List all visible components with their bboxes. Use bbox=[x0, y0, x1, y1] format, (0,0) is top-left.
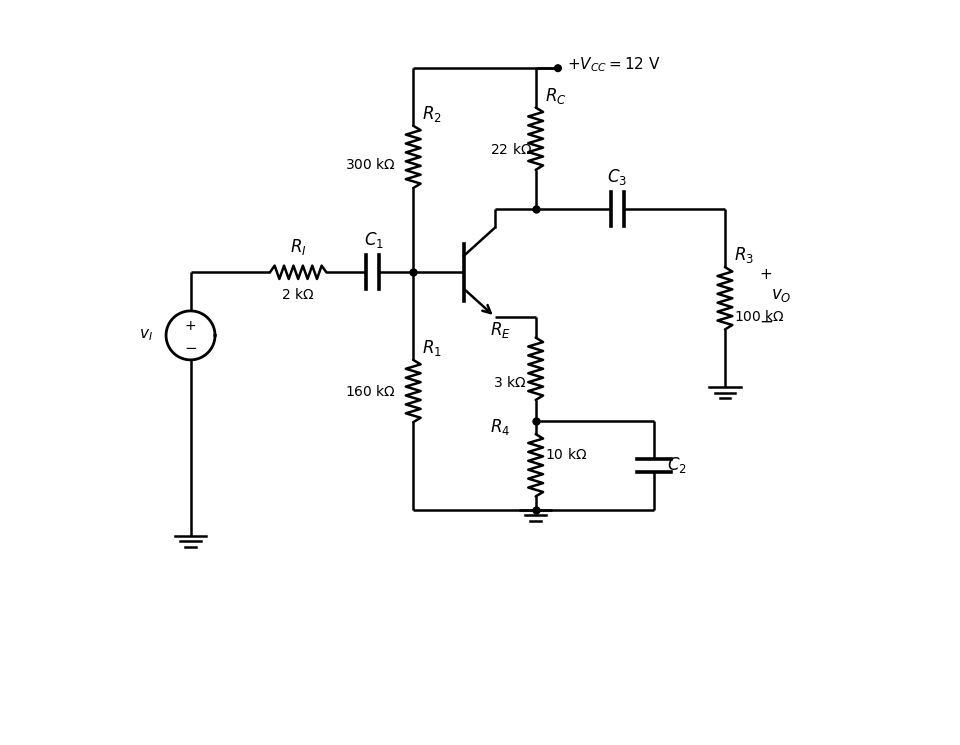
Text: $+$: $+$ bbox=[759, 267, 772, 282]
Text: 300 k$\Omega$: 300 k$\Omega$ bbox=[345, 156, 396, 172]
Text: $R_2$: $R_2$ bbox=[422, 104, 442, 124]
Text: 100 k$\Omega$: 100 k$\Omega$ bbox=[733, 309, 785, 324]
Text: $C_2$: $C_2$ bbox=[667, 455, 687, 475]
Text: $C_1$: $C_1$ bbox=[364, 230, 384, 250]
Text: 160 k$\Omega$: 160 k$\Omega$ bbox=[345, 384, 396, 399]
Text: 2 k$\Omega$: 2 k$\Omega$ bbox=[281, 287, 315, 302]
Text: $R_I$: $R_I$ bbox=[290, 238, 306, 258]
Text: $-$: $-$ bbox=[758, 311, 773, 329]
Circle shape bbox=[555, 65, 562, 72]
Text: $v_O$: $v_O$ bbox=[771, 285, 791, 303]
Text: 3 k$\Omega$: 3 k$\Omega$ bbox=[492, 375, 526, 390]
Text: $C_3$: $C_3$ bbox=[608, 167, 627, 187]
Text: $+V_{CC} = 12\ \mathrm{V}$: $+V_{CC} = 12\ \mathrm{V}$ bbox=[566, 55, 660, 74]
Text: $-$: $-$ bbox=[184, 339, 197, 354]
Text: 22 k$\Omega$: 22 k$\Omega$ bbox=[490, 142, 532, 157]
Text: $R_4$: $R_4$ bbox=[490, 416, 510, 437]
Text: $R_3$: $R_3$ bbox=[733, 245, 754, 265]
Text: $R_E$: $R_E$ bbox=[490, 320, 511, 340]
Text: $+$: $+$ bbox=[184, 319, 197, 333]
Text: $R_C$: $R_C$ bbox=[544, 86, 566, 106]
Text: $R_1$: $R_1$ bbox=[422, 338, 442, 358]
Text: 10 k$\Omega$: 10 k$\Omega$ bbox=[544, 447, 587, 462]
Text: $v_I$: $v_I$ bbox=[139, 328, 153, 343]
